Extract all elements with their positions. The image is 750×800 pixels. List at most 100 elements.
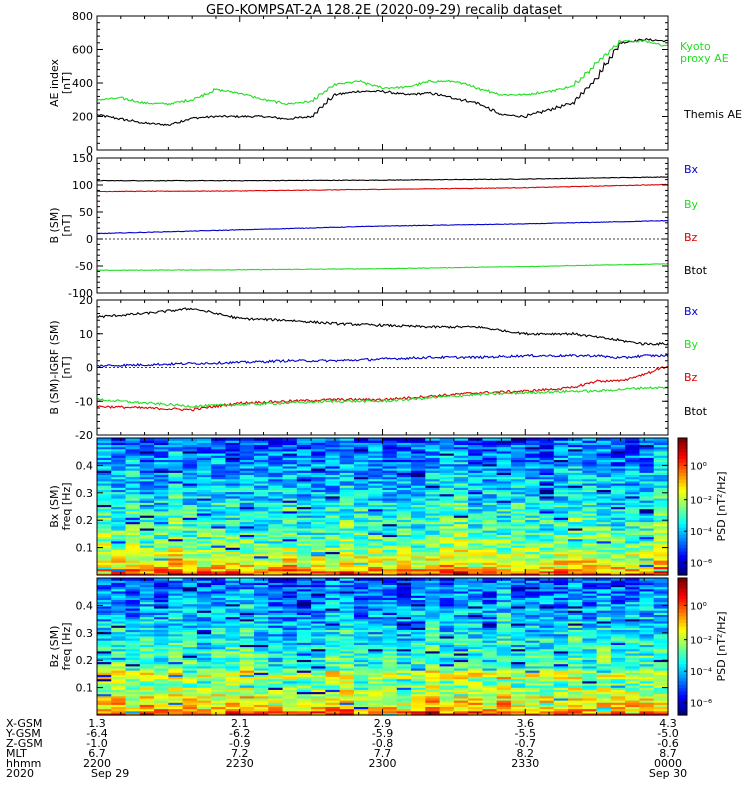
spectrogram-cell <box>353 500 369 503</box>
spectrogram-cell <box>353 712 369 716</box>
spectrogram-cell <box>97 564 112 568</box>
spectrogram-cell <box>211 566 227 570</box>
spectrogram-cell <box>196 644 212 648</box>
spectrogram-cell <box>482 463 498 467</box>
spectrogram-cell <box>496 517 512 520</box>
spectrogram-cell <box>482 657 498 660</box>
spectrogram-cell <box>510 659 526 663</box>
spectrogram-cell <box>168 657 184 660</box>
spectrogram-cell <box>339 680 355 684</box>
spectrogram-cell <box>325 578 341 581</box>
spectrogram-cell <box>353 597 369 601</box>
spectrogram-cell <box>553 549 569 553</box>
spectrogram-cell <box>468 482 484 486</box>
spectrogram-cell <box>97 474 112 478</box>
spectrogram-cell <box>653 568 669 572</box>
spectrogram-cell <box>639 440 655 443</box>
spectrogram-cell <box>282 693 298 697</box>
spectrogram-cell <box>125 512 141 516</box>
spectrogram-cell <box>325 629 341 633</box>
spectrogram-cell <box>425 480 441 484</box>
spectrogram-cell <box>411 493 426 497</box>
spectrogram-cell <box>311 648 327 652</box>
spectrogram-cell <box>411 622 426 626</box>
spectrogram-cell <box>368 582 384 586</box>
spectrogram-cell <box>296 682 312 686</box>
spectrogram-cell <box>111 667 127 671</box>
spectrogram-cell <box>225 459 241 463</box>
spectrogram-cell <box>311 687 327 690</box>
spectrogram-cell <box>425 599 441 603</box>
spectrogram-cell <box>168 455 184 458</box>
spectrogram-cell <box>653 504 669 508</box>
spectrogram-cell <box>97 457 112 461</box>
spectrogram-cell <box>453 452 469 456</box>
spectrogram-cell <box>239 442 255 446</box>
spectrogram-cell <box>482 633 498 637</box>
spectrogram-cell <box>268 551 284 555</box>
spectrogram-cell <box>239 542 255 546</box>
spectrogram-cell <box>482 597 498 601</box>
spectrogram-cell <box>353 670 369 673</box>
spectrogram-cell <box>182 659 198 663</box>
spectrogram-cell <box>339 482 355 486</box>
spectrogram-cell <box>325 480 341 484</box>
spectrogram-cell <box>382 457 398 461</box>
spectrogram-cell <box>254 652 269 656</box>
spectrogram-cell <box>510 570 526 574</box>
spectrogram-cell <box>496 635 512 639</box>
spectrogram-cell <box>311 661 327 665</box>
spectrogram-cell <box>254 659 269 663</box>
spectrogram-cell <box>496 465 512 469</box>
spectrogram-cell <box>439 622 455 626</box>
spectrogram-cell <box>211 448 227 452</box>
spectrogram-cell <box>111 605 127 609</box>
spectrogram-cell <box>111 508 127 512</box>
spectrogram-cell <box>311 625 327 628</box>
spectrogram-cell <box>239 601 255 605</box>
spectrogram-cell <box>453 482 469 486</box>
spectrogram-cell <box>439 536 455 540</box>
spectrogram-cell <box>482 685 498 688</box>
spectrogram-cell <box>396 610 412 613</box>
spectrogram-cell <box>510 580 526 583</box>
spectrogram-cell <box>353 663 369 667</box>
spectrogram-cell <box>239 438 255 441</box>
spectrogram-cell <box>496 631 512 635</box>
spectrogram-cell <box>182 689 198 693</box>
spectrogram-cell <box>154 584 169 588</box>
spectrogram-cell <box>168 637 184 641</box>
spectrogram-cell <box>211 607 227 611</box>
spectrogram-cell <box>439 650 455 654</box>
spectrogram-cell <box>596 446 612 450</box>
spectrogram-cell <box>339 438 355 441</box>
spectrogram-cell <box>510 534 526 538</box>
spectrogram-cell <box>496 592 512 596</box>
spectrogram-cell <box>111 584 127 588</box>
spectrogram-cell <box>568 502 583 505</box>
spectrogram-cell <box>168 586 184 590</box>
spectrogram-cell <box>482 480 498 484</box>
spectrogram-cell <box>111 644 127 648</box>
spectrogram-cell <box>453 614 469 618</box>
spectrogram-cell <box>468 476 484 480</box>
spectrogram-cell <box>282 519 298 523</box>
spectrogram-cell <box>311 588 327 592</box>
spectrogram-cell <box>353 685 369 688</box>
spectrogram-cell <box>125 687 141 690</box>
spectrogram-cell <box>568 519 583 523</box>
spectrogram-cell <box>225 478 241 482</box>
colorbar-tick-label: 10⁻⁶ <box>690 559 712 570</box>
spectrogram-cell <box>468 607 484 611</box>
spectrogram-cell <box>268 440 284 443</box>
spectrogram-cell <box>97 547 112 550</box>
spectrogram-cell <box>325 678 341 682</box>
spectrogram-cell <box>239 536 255 540</box>
spectrogram-cell <box>368 457 384 461</box>
spectrogram-cell <box>353 438 369 441</box>
spectrogram-cell <box>625 549 641 553</box>
spectrogram-cell <box>97 597 112 601</box>
spectrogram-cell <box>482 527 498 531</box>
spectrogram-cell <box>239 616 255 620</box>
spectrogram-cell <box>296 610 312 613</box>
